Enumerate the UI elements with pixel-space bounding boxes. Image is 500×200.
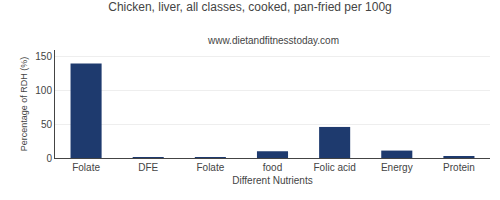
svg-text:Chicken, liver, all classes, c: Chicken, liver, all classes, cooked, pan… — [108, 0, 391, 14]
svg-text:Percentage of RDH (%): Percentage of RDH (%) — [19, 57, 29, 152]
svg-text:Different Nutrients: Different Nutrients — [232, 175, 312, 186]
svg-text:50: 50 — [41, 119, 53, 130]
svg-text:0: 0 — [46, 153, 52, 164]
svg-text:100: 100 — [35, 85, 52, 96]
svg-text:Protein: Protein — [443, 162, 475, 173]
svg-text:Energy: Energy — [381, 162, 413, 173]
svg-text:Folic acid: Folic acid — [314, 162, 356, 173]
svg-text:Folate: Folate — [196, 162, 224, 173]
svg-text:DFE: DFE — [138, 162, 158, 173]
svg-text:www.dietandfitnesstoday.com: www.dietandfitnesstoday.com — [207, 35, 339, 46]
svg-text:food: food — [263, 162, 282, 173]
svg-text:150: 150 — [35, 51, 52, 62]
svg-text:Folate: Folate — [72, 162, 100, 173]
